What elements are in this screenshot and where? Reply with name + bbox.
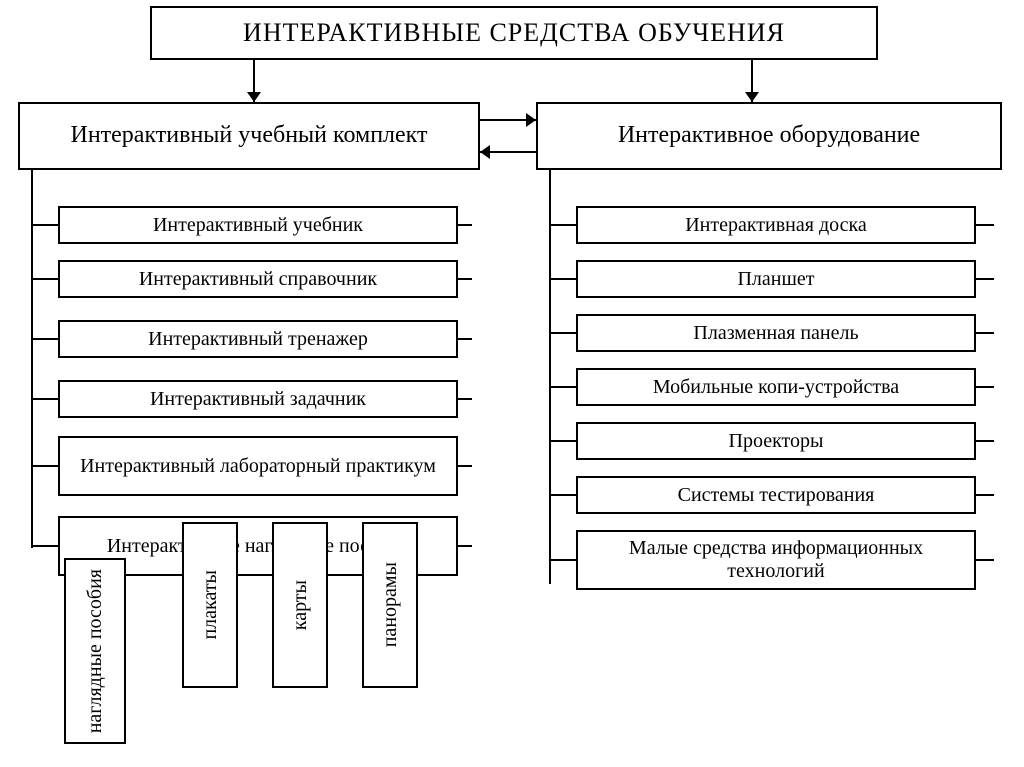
right-item-label: Малые средства информационных технологий bbox=[584, 537, 968, 583]
diagram-title-text: ИНТЕРАКТИВНЫЕ СРЕДСТВА ОБУЧЕНИЯ bbox=[243, 18, 785, 48]
left-subitem-label: плакаты bbox=[199, 570, 222, 640]
diagram-title: ИНТЕРАКТИВНЫЕ СРЕДСТВА ОБУЧЕНИЯ bbox=[150, 6, 878, 60]
right-item: Плазменная панель bbox=[576, 314, 976, 352]
branch-right: Интерактивное оборудование bbox=[536, 102, 1002, 170]
left-item-label: Интерактивный задачник bbox=[150, 388, 366, 411]
right-item-label: Интерактивная доска bbox=[685, 214, 867, 237]
left-subitem-label: карты bbox=[289, 580, 312, 630]
right-item: Проекторы bbox=[576, 422, 976, 460]
left-item-label: Интерактивный справочник bbox=[139, 268, 377, 291]
left-subitem-label: панорамы bbox=[379, 562, 402, 647]
left-subitem: панорамы bbox=[362, 522, 418, 688]
right-item-label: Плазменная панель bbox=[693, 322, 858, 345]
right-item-label: Проекторы bbox=[729, 430, 824, 453]
right-item: Малые средства информационных технологий bbox=[576, 530, 976, 590]
branch-left: Интерактивный учебный комплект bbox=[18, 102, 480, 170]
left-subitem-label: наглядные пособия bbox=[84, 569, 107, 733]
right-item: Системы тестирования bbox=[576, 476, 976, 514]
right-item: Интерактивная доска bbox=[576, 206, 976, 244]
branch-left-label: Интерактивный учебный комплект bbox=[70, 122, 427, 150]
right-item: Мобильные копи-устройства bbox=[576, 368, 976, 406]
left-item: Интерактивный лабораторный практикум bbox=[58, 436, 458, 496]
left-item: Интерактивный тренажер bbox=[58, 320, 458, 358]
left-item-label: Интерактивный учебник bbox=[153, 214, 363, 237]
right-item-label: Планшет bbox=[737, 268, 814, 291]
left-item-label: Интерактивный лабораторный практикум bbox=[80, 455, 436, 478]
right-item-label: Системы тестирования bbox=[678, 484, 875, 507]
right-item: Планшет bbox=[576, 260, 976, 298]
left-subitem: наглядные пособия bbox=[64, 558, 126, 744]
left-item: Интерактивный задачник bbox=[58, 380, 458, 418]
branch-right-label: Интерактивное оборудование bbox=[618, 122, 920, 150]
right-item-label: Мобильные копи-устройства bbox=[653, 376, 899, 399]
left-item: Интерактивный учебник bbox=[58, 206, 458, 244]
left-item-label: Интерактивный тренажер bbox=[148, 328, 368, 351]
left-item: Интерактивный справочник bbox=[58, 260, 458, 298]
left-subitem: плакаты bbox=[182, 522, 238, 688]
left-subitem: карты bbox=[272, 522, 328, 688]
